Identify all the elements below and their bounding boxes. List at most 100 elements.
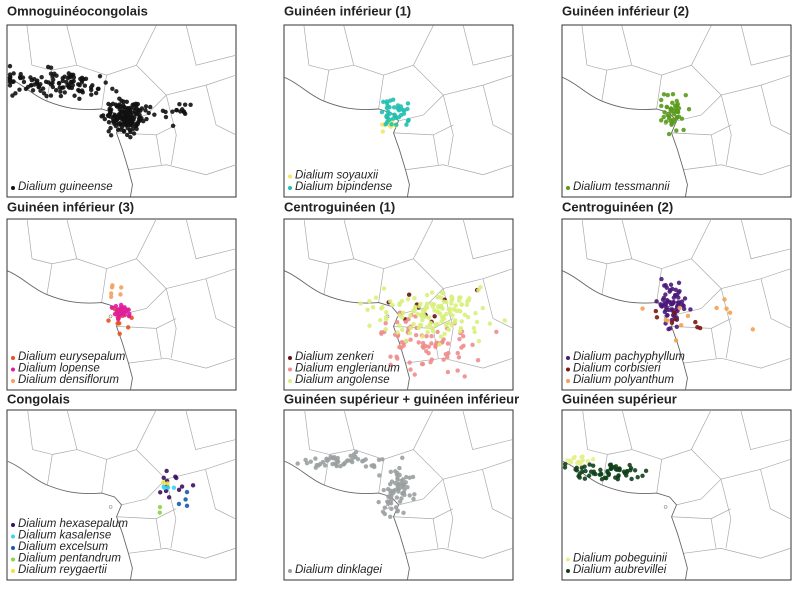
occurrence-dot <box>383 122 388 127</box>
occurrence-dot <box>677 288 682 294</box>
occurrence-dot <box>661 114 666 120</box>
occurrence-dot <box>673 338 679 343</box>
occurrence-dot <box>423 305 428 311</box>
occurrence-dot <box>143 108 148 113</box>
occurrence-dot <box>408 313 413 318</box>
occurrence-dot <box>68 79 74 85</box>
occurrence-dot <box>455 368 460 373</box>
occurrence-dot <box>166 495 172 500</box>
occurrence-dot <box>38 88 43 94</box>
occurrence-dot <box>397 465 402 471</box>
occurrence-dot <box>97 74 103 79</box>
occurrence-dot <box>381 487 386 493</box>
occurrence-dot <box>417 304 422 309</box>
occurrence-dot <box>50 84 56 90</box>
occurrence-dot <box>7 83 13 88</box>
occurrence-dot <box>295 461 300 466</box>
occurrence-dot <box>678 323 684 328</box>
occurrence-dot <box>171 485 177 490</box>
occurrence-dot <box>471 325 477 331</box>
occurrence-dot <box>571 455 577 461</box>
occurrence-dot <box>494 329 499 335</box>
occurrence-dot <box>666 131 672 137</box>
occurrence-dot <box>134 106 139 111</box>
occurrence-dot <box>616 474 621 479</box>
occurrence-dot <box>424 333 429 339</box>
occurrence-dot <box>388 362 393 368</box>
legend-dot <box>566 186 570 190</box>
occurrence-dot <box>662 283 667 288</box>
occurrence-dot <box>395 356 400 361</box>
occurrence-dot <box>669 122 674 127</box>
occurrence-dot <box>102 116 107 122</box>
occurrence-dot <box>116 312 121 318</box>
occurrence-dot <box>161 480 166 485</box>
occurrence-dot <box>56 80 62 86</box>
occurrence-dot <box>598 467 603 473</box>
occurrence-dot <box>673 287 679 293</box>
occurrence-dot <box>679 299 685 304</box>
occurrence-dot <box>411 321 416 327</box>
occurrence-dot <box>96 86 101 92</box>
occurrence-dot <box>332 455 337 460</box>
occurrence-dot <box>635 474 640 480</box>
occurrence-dot <box>750 327 756 332</box>
legend-label: Dialium pobeguinii <box>573 553 667 565</box>
occurrence-dot <box>395 509 400 514</box>
occurrence-dot <box>7 63 13 69</box>
occurrence-dot <box>624 468 630 474</box>
occurrence-dot <box>429 325 435 331</box>
legend-label: Dialium guineense <box>18 181 113 193</box>
legend-dot <box>288 379 292 383</box>
occurrence-dot <box>686 106 692 112</box>
occurrence-dot <box>119 122 124 127</box>
occurrence-dot <box>602 475 608 481</box>
occurrence-dot <box>399 496 404 501</box>
occurrence-dot <box>436 310 441 315</box>
occurrence-dot <box>674 293 680 298</box>
occurrence-dot <box>437 342 442 347</box>
occurrence-dot <box>137 112 142 118</box>
occurrence-dot <box>157 504 163 510</box>
occurrence-dot <box>456 308 461 313</box>
occurrence-dot <box>152 112 157 117</box>
panel-title: Guinéen inférieur (3) <box>7 199 134 214</box>
occurrence-dot <box>583 468 588 474</box>
occurrence-dot <box>108 107 114 112</box>
occurrence-dot <box>659 103 664 109</box>
occurrence-dot <box>100 113 106 118</box>
occurrence-dot <box>669 320 675 326</box>
occurrence-dot <box>577 471 582 477</box>
occurrence-dot <box>400 327 405 333</box>
occurrence-dot <box>135 121 141 127</box>
occurrence-dot <box>376 499 381 505</box>
legend-dot <box>11 569 15 573</box>
occurrence-dot <box>384 310 389 315</box>
occurrence-dot <box>160 108 166 113</box>
occurrence-dot <box>161 475 166 481</box>
occurrence-dot <box>127 311 132 316</box>
occurrence-dot <box>393 469 398 474</box>
occurrence-dot <box>446 327 451 332</box>
occurrence-dot <box>127 115 132 120</box>
occurrence-dot <box>591 469 597 474</box>
occurrence-dot <box>161 484 166 489</box>
occurrence-dot <box>444 311 449 317</box>
occurrence-dot <box>82 83 88 88</box>
occurrence-dot <box>376 457 382 462</box>
occurrence-dot <box>381 286 387 291</box>
occurrence-dot <box>420 340 426 346</box>
occurrence-dot <box>487 321 493 326</box>
occurrence-dot <box>673 105 678 111</box>
occurrence-dot <box>120 109 125 114</box>
legend-dot <box>288 356 292 360</box>
map-frame <box>6 409 237 581</box>
occurrence-dot <box>659 276 664 282</box>
occurrence-dot <box>119 285 124 290</box>
occurrence-dot <box>360 459 365 464</box>
occurrence-dot <box>666 307 671 313</box>
occurrence-dot <box>111 119 116 124</box>
occurrence-dot <box>681 127 686 133</box>
